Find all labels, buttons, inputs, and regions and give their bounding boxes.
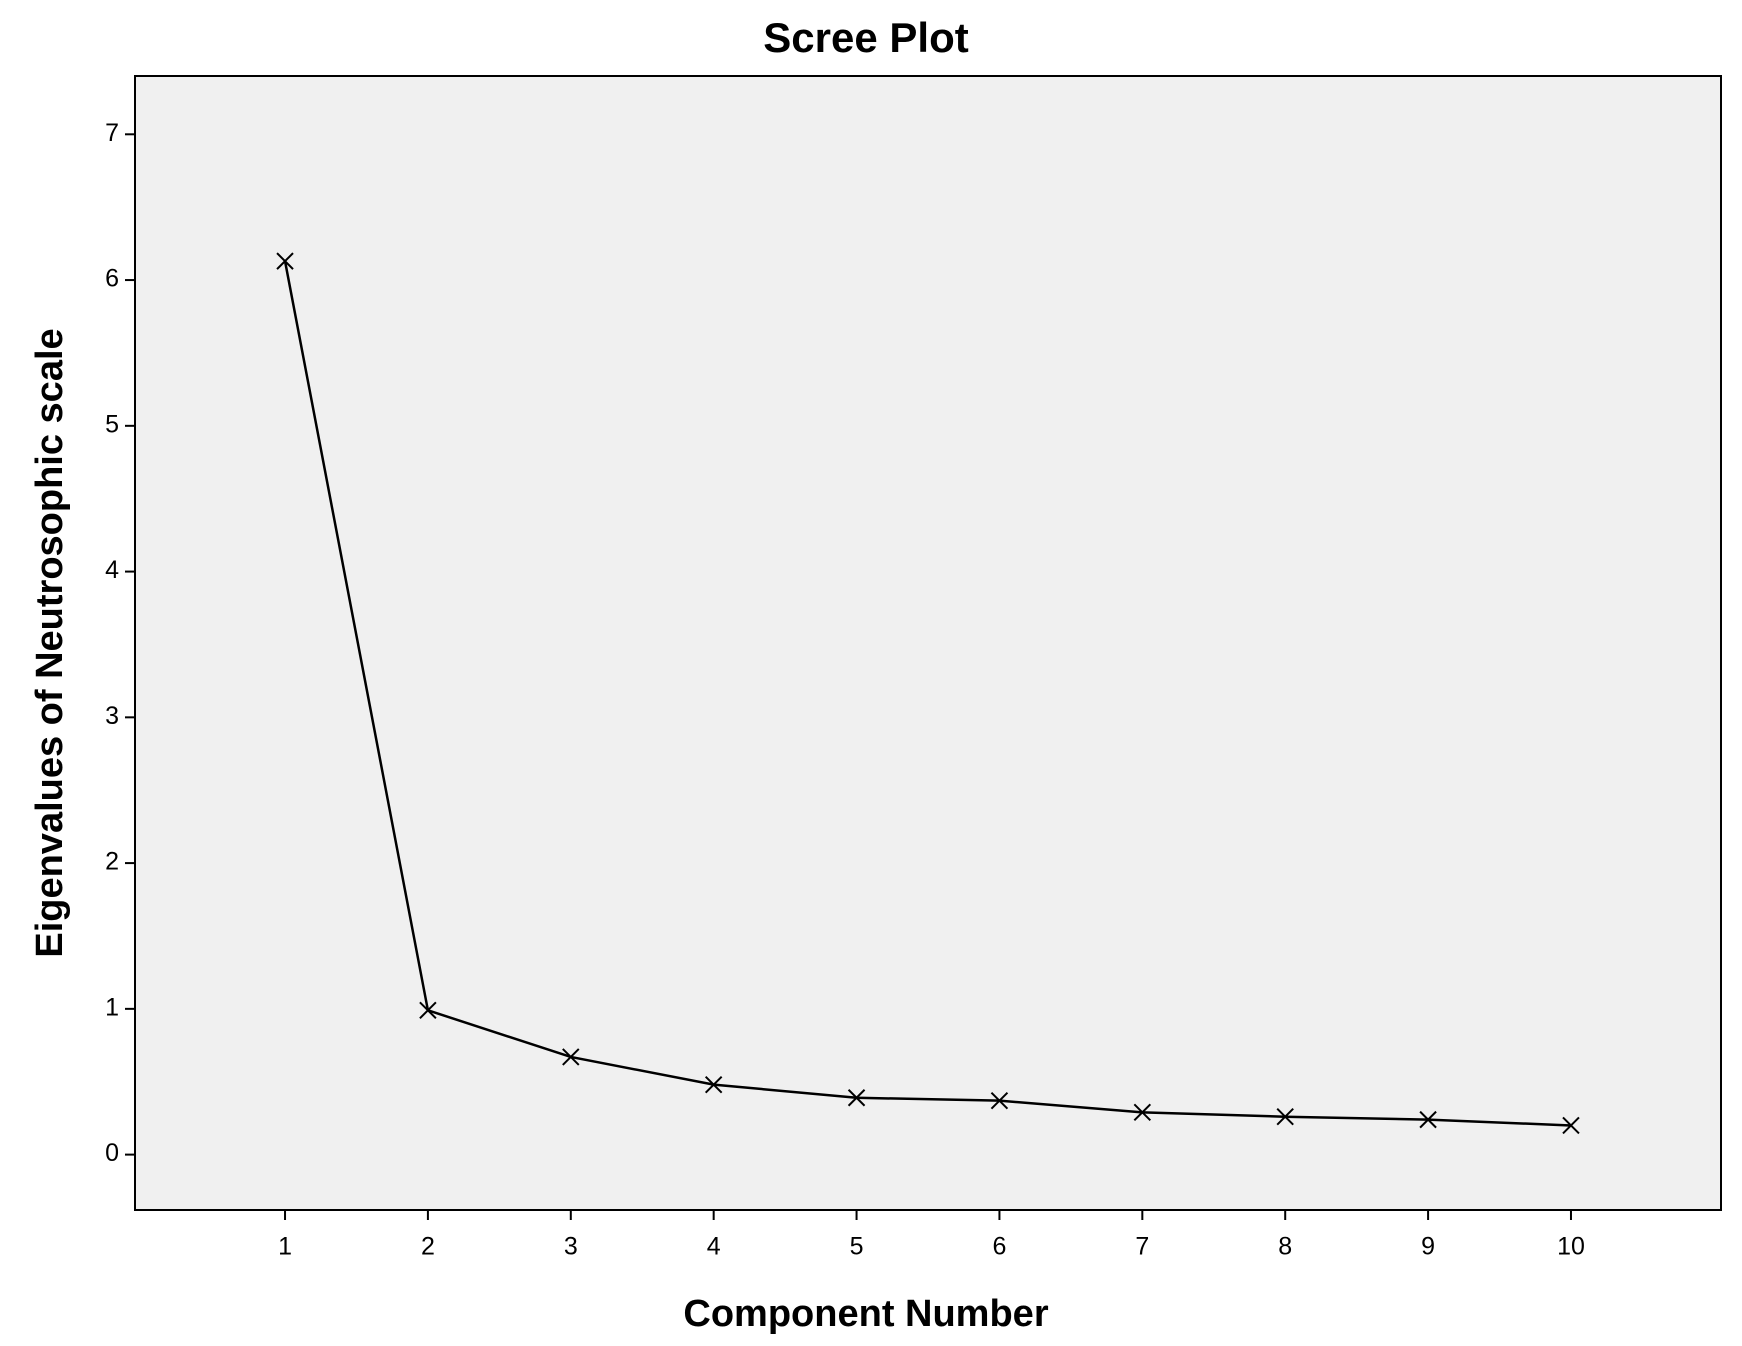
x-tick-label: 4 [707,1233,721,1261]
y-tick-label: 2 [105,848,119,876]
x-tick-label: 5 [850,1233,864,1261]
x-tick-label: 8 [1278,1233,1292,1261]
marker [1276,1108,1294,1126]
plot-area [134,75,1722,1211]
y-tick-label: 6 [105,265,119,293]
y-tick-label: 1 [105,993,119,1021]
x-tick-label: 2 [421,1233,435,1261]
marker [704,1075,723,1094]
y-tick-label: 4 [105,556,119,584]
y-tick-label: 0 [105,1139,119,1167]
line [283,260,1572,1127]
marker [990,1091,1009,1110]
x-axis-label: Component Number [683,1293,1048,1335]
x-tick-label: 10 [1557,1233,1585,1261]
marker [1562,1116,1580,1135]
marker [419,1001,437,1020]
y-axis-label: Eigenvalues of Neutrosophic scale [29,328,71,957]
x-tick-label: 1 [278,1233,292,1261]
marker [276,252,294,270]
y-tick-label: 3 [105,702,119,730]
y-tick-label: 7 [105,119,119,147]
marker [1419,1110,1437,1129]
x-tick-label: 6 [992,1233,1006,1261]
y-tick-label: 5 [105,410,119,438]
x-tick-label: 7 [1135,1233,1149,1261]
chart-title: Scree Plot [763,14,968,61]
x-tick-label: 3 [564,1233,578,1261]
marker [1133,1103,1152,1122]
x-tick-label: 9 [1421,1233,1435,1261]
marker [562,1048,580,1066]
marker [847,1089,866,1107]
